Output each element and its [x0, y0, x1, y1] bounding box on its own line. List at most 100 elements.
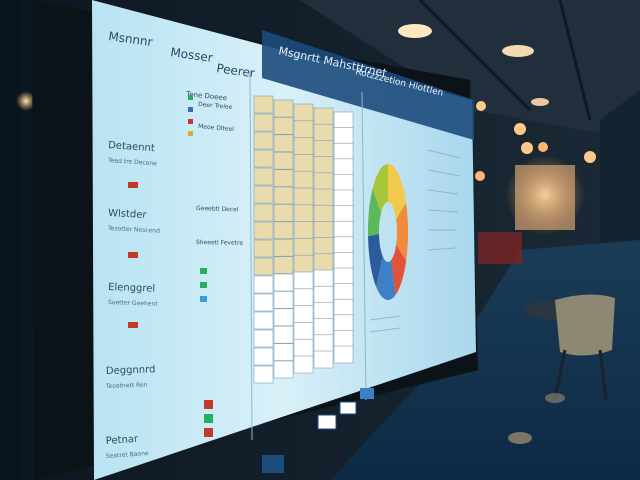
pie-slice-5 — [368, 233, 383, 288]
grid-cell — [273, 169, 294, 187]
grid-cell — [293, 154, 314, 172]
sidebar: Detaennt Teed tre Decene Wlstder Tezotte… — [105, 140, 160, 460]
list-item-2: Meoe Dlteel — [198, 123, 235, 133]
sidebar-section-sub-4: Teoatnett Ren — [105, 382, 148, 390]
grid-cell — [313, 140, 334, 158]
list-item-4: Sheeetl Fevetre — [196, 239, 243, 247]
right-panel-text-lines — [369, 149, 461, 333]
item-list: Tene Doeee Deer Trelee Meoe Dlteel Geeeb… — [185, 90, 243, 437]
grid-cell — [273, 204, 294, 222]
grid-cell — [313, 334, 334, 353]
sidebar-section-sub-3: Soetter Geehent — [108, 299, 158, 308]
grid-cell — [293, 322, 314, 340]
grid-cell — [313, 204, 334, 223]
grid-cell — [333, 298, 354, 317]
grid-cell — [333, 189, 354, 208]
pie-slice-1 — [388, 164, 407, 220]
grid-cell — [313, 237, 334, 255]
grid-cell — [253, 167, 274, 186]
grid-cell — [253, 293, 274, 312]
grid-cell — [313, 269, 334, 288]
sidebar-top-label-1: Msnnnr — [108, 29, 154, 49]
grid-cell — [333, 330, 354, 348]
ceiling — [300, 0, 640, 140]
grid-cell — [253, 347, 274, 366]
pie-slice-6 — [367, 188, 382, 237]
pie-slice-4 — [376, 256, 396, 300]
sidebar-top-label-2: Mosser — [170, 45, 214, 65]
grid-cell — [333, 142, 354, 161]
grid-cell — [293, 355, 314, 374]
footer-button-2[interactable] — [339, 401, 357, 415]
grid-cell — [253, 185, 274, 204]
grid-cell — [273, 360, 294, 379]
sidebar-section-title-1: Detaennt — [108, 140, 155, 154]
grid-cell — [293, 305, 314, 323]
grid-cell — [273, 238, 294, 257]
grid-cell — [293, 170, 314, 189]
list-item-1: Deer Trelee — [198, 101, 233, 111]
grid-cell — [333, 314, 354, 333]
grid-cell — [253, 149, 274, 168]
grid-cell — [273, 325, 294, 344]
grid-cell — [273, 221, 294, 240]
grid-cell — [273, 343, 294, 361]
grid-cell — [313, 302, 334, 320]
grid-cell — [293, 120, 314, 139]
grid-cell — [333, 267, 354, 286]
grid-cell — [293, 254, 314, 273]
ceiling-lights — [398, 24, 596, 181]
sidebar-top-label-3: Peerer — [216, 61, 256, 80]
grid-cell — [313, 318, 334, 336]
grid-cell — [313, 221, 334, 239]
grid-cell — [253, 311, 274, 330]
grid-cell — [293, 221, 314, 239]
grid-cell — [293, 271, 314, 290]
grid-cell — [273, 256, 294, 274]
pie-chart — [367, 164, 408, 300]
grid-cell — [313, 350, 334, 369]
grid-cell — [273, 99, 294, 118]
sidebar-section-title-3: Elenggrel — [108, 282, 155, 295]
screen-header-bar — [262, 30, 474, 140]
screen-footer — [262, 388, 374, 473]
sidebar-section-sub-1: Teed tre Decene — [107, 157, 158, 167]
grid-cell — [313, 253, 334, 272]
grid-cell — [333, 111, 354, 130]
grid-cell — [273, 151, 294, 170]
list-item-3: Geeebtl Decel — [196, 205, 239, 213]
grid-cell — [333, 236, 354, 255]
grid-cell — [293, 288, 314, 307]
sidebar-section-title-5: Petnar — [105, 434, 139, 447]
grid-cell — [273, 117, 294, 135]
grid-cell — [273, 134, 294, 153]
grid-cell — [253, 329, 274, 348]
grid-cell — [313, 285, 334, 304]
grid-cell — [333, 220, 354, 239]
sidebar-section-title-4: Deggnnrd — [106, 364, 156, 377]
grid-cell — [333, 158, 354, 177]
grid-cell — [293, 103, 314, 122]
grid-cell — [253, 275, 274, 294]
grid-cell — [313, 172, 334, 191]
grid-cell — [293, 238, 314, 256]
pie-slice-2 — [396, 203, 408, 261]
sidebar-section-sub-5: Seatret Baone — [106, 450, 149, 460]
pie-slice-7 — [372, 164, 388, 213]
grid-cell — [333, 252, 354, 270]
footer-button-1[interactable] — [317, 414, 337, 430]
grid-cell — [253, 131, 274, 150]
sidebar-section-title-2: Wlstder — [108, 208, 148, 221]
grid-cell — [273, 186, 294, 205]
grid-cell — [253, 203, 274, 222]
grid-cell — [293, 187, 314, 206]
grid-cell — [273, 291, 294, 309]
grid-cell — [313, 156, 334, 174]
grid-cell — [273, 273, 294, 292]
grid-cell — [293, 338, 314, 357]
grid-cell — [313, 188, 334, 207]
data-grid — [253, 95, 354, 384]
grid-cell — [333, 174, 354, 192]
footer-button-3[interactable] — [360, 388, 374, 399]
